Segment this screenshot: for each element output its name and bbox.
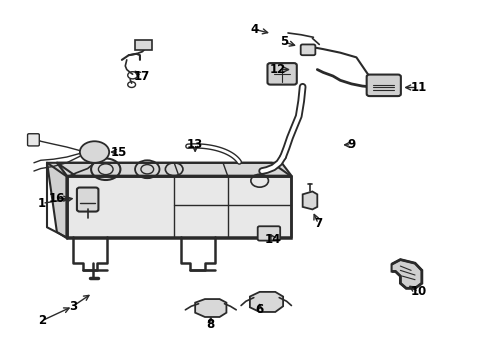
Polygon shape (303, 192, 318, 210)
FancyBboxPatch shape (135, 40, 152, 50)
Polygon shape (392, 260, 422, 288)
FancyBboxPatch shape (367, 75, 401, 96)
FancyBboxPatch shape (77, 188, 98, 212)
Polygon shape (250, 292, 283, 312)
FancyBboxPatch shape (27, 134, 39, 146)
Circle shape (80, 141, 109, 163)
Text: 17: 17 (133, 69, 149, 82)
Text: 16: 16 (49, 192, 65, 205)
FancyBboxPatch shape (258, 226, 280, 240)
Text: 14: 14 (265, 233, 282, 246)
Polygon shape (67, 176, 292, 238)
Text: 10: 10 (410, 285, 427, 298)
Text: 9: 9 (347, 138, 356, 151)
Text: 8: 8 (207, 318, 215, 331)
Text: 11: 11 (410, 81, 427, 94)
Polygon shape (57, 163, 292, 176)
Text: 3: 3 (69, 300, 77, 313)
Text: 1: 1 (38, 197, 46, 210)
Text: 6: 6 (255, 303, 264, 316)
Text: 5: 5 (280, 35, 288, 49)
Text: 2: 2 (38, 314, 46, 327)
FancyBboxPatch shape (268, 63, 297, 85)
Text: 13: 13 (187, 138, 203, 151)
FancyBboxPatch shape (301, 44, 316, 55)
Text: 4: 4 (251, 23, 259, 36)
Text: 7: 7 (314, 217, 322, 230)
Text: 15: 15 (111, 145, 127, 158)
Polygon shape (195, 299, 226, 317)
Polygon shape (47, 163, 67, 238)
Text: 12: 12 (270, 63, 286, 76)
